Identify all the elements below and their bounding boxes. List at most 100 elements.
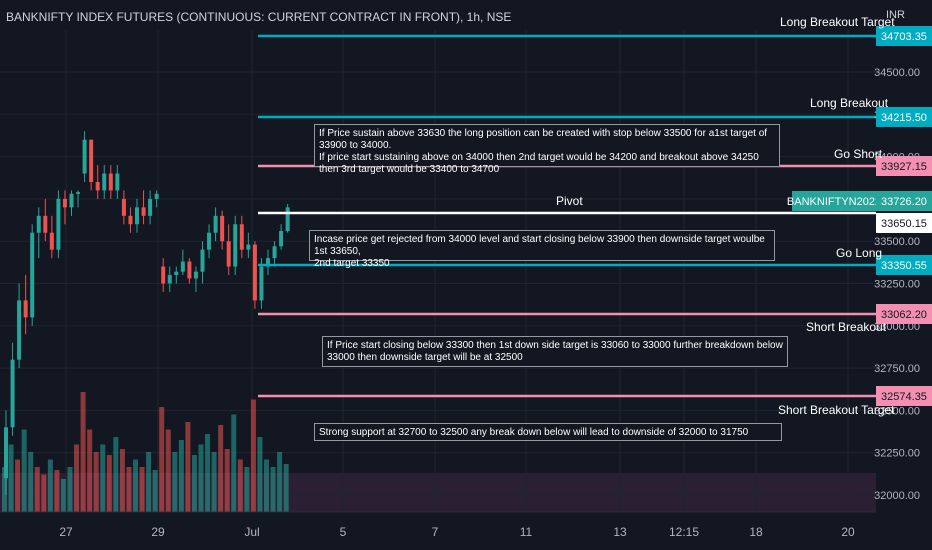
candle-body [121,198,126,216]
volume-bar [185,422,191,512]
candle-body [252,244,257,301]
candle-body [56,198,61,250]
candle-body [69,193,74,208]
candle-body [193,271,198,279]
candle-body [43,215,48,233]
price-badge-label: 33927.15 [881,161,927,173]
candle-body [161,266,166,284]
volume-zone [0,473,876,513]
volume-bar [178,440,184,512]
x-tick-label: 11 [520,525,533,539]
volume-bar [28,452,34,512]
price-badge [876,304,932,324]
volume-bar [15,459,21,512]
price-badge [876,26,932,46]
volume-bar [205,434,211,512]
candle-body [220,215,225,242]
candle-body [187,261,192,279]
candle-body [62,198,67,208]
note-short-scenario[interactable]: If Price start closing below 33300 then … [322,336,788,367]
candle-body [167,275,172,284]
x-tick-label: 7 [432,525,439,539]
volume-bar [191,455,197,512]
volume-bar [165,429,171,512]
candle-body [272,246,277,259]
symbol-badge-label: BANKNIFTYN2022 [787,196,881,208]
level-label-pivot: Pivot [556,194,583,208]
candle-body [180,261,185,272]
volume-bar [133,459,138,512]
x-tick-label: 18 [749,525,763,539]
note-rejection-scenario[interactable]: Incase price get rejected from 34000 lev… [309,230,775,269]
price-badge-label: 33350.55 [881,260,927,272]
candle-body [213,215,218,233]
price-badge [876,107,932,127]
volume-bar [139,467,145,512]
price-badge-label: 34703.35 [881,31,927,43]
candle-body [246,244,251,250]
candle-body [266,258,270,267]
level-label-long-breakout: Long Breakout [810,96,889,110]
price-badge-label: 33650.15 [881,218,927,230]
volume-bar [8,444,14,512]
price-badge [876,386,932,406]
volume-bar [250,399,256,512]
y-tick-label: 32000.00 [874,490,920,502]
x-tick-label: 27 [59,525,73,539]
candle-body [102,173,107,191]
y-tick-label: 33500.00 [874,236,920,248]
candle-body [82,139,87,174]
volume-bar [119,449,125,512]
candle-body [239,224,244,250]
volume-bar [283,464,289,512]
candle-body [154,193,159,199]
symbol-price-label: 33726.20 [881,196,927,208]
note-support[interactable]: Strong support at 32700 to 32500 any bre… [314,423,782,441]
volume-bar [159,407,165,512]
volume-bar [93,452,99,512]
volume-bar [100,444,106,512]
price-badge-label: 32574.35 [881,391,927,403]
price-badge [876,255,932,275]
x-tick-label: 5 [340,525,347,539]
candle-body [108,173,113,191]
volume-bar [54,470,60,512]
y-tick-label: 32250.00 [874,448,920,460]
candle-body [89,139,94,182]
x-tick-label: 12:15 [669,525,699,539]
candle-body [200,249,205,272]
volume-bar [244,467,250,512]
candle-body [259,266,264,301]
volume-bar [172,452,178,512]
candle-body [233,224,238,267]
candle-body [207,232,212,250]
volume-bar [211,452,217,512]
volume-bar [264,459,269,512]
symbol-badge [792,191,876,211]
price-badge [876,156,932,176]
candle-body [23,300,28,318]
candle-body [128,215,133,225]
note-long-scenario[interactable]: If Price sustain above 33630 the long po… [314,124,780,175]
x-tick-label: 13 [613,525,627,539]
volume-bar [257,437,263,512]
volume-bar [224,449,230,512]
chart-title: BANKNIFTY INDEX FUTURES (CONTINUOUS: CUR… [6,10,512,24]
volume-bar [21,429,27,512]
candle-body [115,173,120,191]
candle-body [285,207,290,232]
currency-label: INR [886,9,905,21]
level-label-short-breakout-target: Short Breakout Target [778,403,895,417]
volume-bar [87,429,93,512]
volume-bar [126,467,132,512]
volume-bar [237,459,243,512]
symbol-price-badge [876,191,932,211]
price-badge [876,213,932,233]
x-tick-label: 20 [841,525,855,539]
volume-bar [218,425,224,512]
candle-body [148,198,153,216]
candle-body [4,427,8,479]
volume-bar [60,479,66,512]
